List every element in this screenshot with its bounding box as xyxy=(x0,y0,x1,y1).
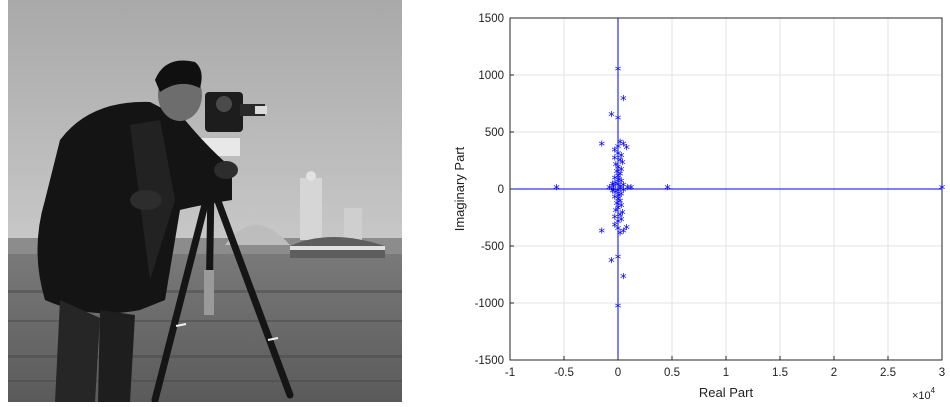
y-axis-title: Imaginary Part xyxy=(452,146,467,231)
data-point: * xyxy=(615,204,622,219)
x-tick-label: 1.5 xyxy=(772,367,788,379)
data-point: * xyxy=(615,224,622,239)
data-point: * xyxy=(612,173,619,188)
data-point: * xyxy=(615,149,622,164)
scatter-plot: -1 -0.5 0 0.5 1 1.5 2 2.5 3 -1500 -1000 -500 0 500 100… xyxy=(452,13,946,402)
data-point: * xyxy=(612,153,619,168)
data-point: * xyxy=(618,165,625,180)
data-point: * xyxy=(620,272,627,287)
cameraman-photo xyxy=(0,0,402,404)
data-point: * xyxy=(612,145,619,160)
data-point: * xyxy=(617,197,624,212)
data-point: * xyxy=(599,226,606,241)
x-axis-title: Real Part xyxy=(699,385,754,400)
data-point: * xyxy=(664,183,671,198)
y-tick-label: -1500 xyxy=(475,355,504,367)
data-point: * xyxy=(615,217,622,232)
x-tick-label: 2.5 xyxy=(880,367,896,379)
data-point: * xyxy=(612,213,619,228)
data-point: * xyxy=(617,229,624,244)
data-point: * xyxy=(620,94,627,109)
data-point: * xyxy=(615,302,622,317)
y-tick-label: 500 xyxy=(485,127,504,139)
data-point: * xyxy=(628,183,635,198)
data-point: * xyxy=(614,167,621,182)
data-point: * xyxy=(610,181,617,196)
data-point: * xyxy=(617,169,624,184)
data-point: * xyxy=(615,162,622,177)
x-tick-label: 2 xyxy=(831,367,837,379)
data-point: * xyxy=(609,186,616,201)
data-point: * xyxy=(615,142,622,157)
data-point: * xyxy=(618,189,625,204)
x-exponent-label: ×104 xyxy=(912,386,936,402)
data-point: * xyxy=(617,210,624,225)
data-point: * xyxy=(616,175,623,190)
data-point: * xyxy=(615,253,622,268)
ticks: -1 -0.5 0 0.5 1 1.5 2 2.5 3 -1500 -1000 -500 0 500 100… xyxy=(475,13,946,379)
y-tick-label: 1500 xyxy=(478,13,504,25)
x-tick-label: 0.5 xyxy=(664,367,680,379)
data-point: * xyxy=(617,184,624,199)
data-point: * xyxy=(615,172,622,187)
data-point: * xyxy=(612,193,619,208)
data-point: * xyxy=(612,221,619,236)
data-point: * xyxy=(608,256,615,271)
data-point: * xyxy=(623,143,630,158)
data-point: * xyxy=(614,199,621,214)
data-points: ** *** ***********************************… xyxy=(553,64,946,316)
data-point: * xyxy=(615,113,622,128)
y-tick-label: 0 xyxy=(498,184,504,196)
data-point: * xyxy=(620,140,627,155)
pole-zero-chart: -1 -0.5 0 0.5 1 1.5 2 2.5 3 -1500 -1000 -500 0 500 100… xyxy=(402,0,950,402)
data-point: * xyxy=(618,151,625,166)
y-tick-label: -500 xyxy=(481,241,504,253)
data-point: * xyxy=(615,180,622,195)
data-point: * xyxy=(619,208,626,223)
data-point: * xyxy=(617,137,624,152)
y-tick-label: 1000 xyxy=(478,70,504,82)
data-point: * xyxy=(613,188,620,203)
data-point: * xyxy=(553,183,560,198)
data-point: * xyxy=(620,181,627,196)
data-point: * xyxy=(606,183,613,198)
data-point: * xyxy=(608,110,615,125)
y-tick-label: -1000 xyxy=(475,298,504,310)
data-point: * xyxy=(613,178,620,193)
data-point: * xyxy=(619,158,626,173)
x-tick-label: -1 xyxy=(505,367,515,379)
data-point: * xyxy=(617,156,624,171)
data-point: * xyxy=(615,186,622,201)
data-point: * xyxy=(615,64,622,79)
cameraman-photo-graphic xyxy=(0,0,402,404)
x-tick-label: -0.5 xyxy=(554,367,574,379)
data-point: * xyxy=(620,185,627,200)
data-point: * xyxy=(616,191,623,206)
data-point: * xyxy=(618,201,625,216)
data-point: * xyxy=(613,206,620,221)
data-point: * xyxy=(939,183,946,198)
data-point: * xyxy=(613,160,620,175)
data-point: * xyxy=(610,185,617,200)
x-tick-label: 0 xyxy=(615,367,621,379)
data-point: * xyxy=(599,140,606,155)
data-point: * xyxy=(618,177,625,192)
data-point: * xyxy=(609,180,616,195)
data-point: * xyxy=(620,226,627,241)
x-tick-label: 3 xyxy=(939,367,945,379)
reference-lines xyxy=(510,18,942,360)
data-point: * xyxy=(623,223,630,238)
data-point: * xyxy=(618,215,625,230)
data-point: * xyxy=(617,182,624,197)
x-tick-label: 1 xyxy=(723,367,729,379)
data-point: * xyxy=(615,194,622,209)
data-point: * xyxy=(624,183,631,198)
